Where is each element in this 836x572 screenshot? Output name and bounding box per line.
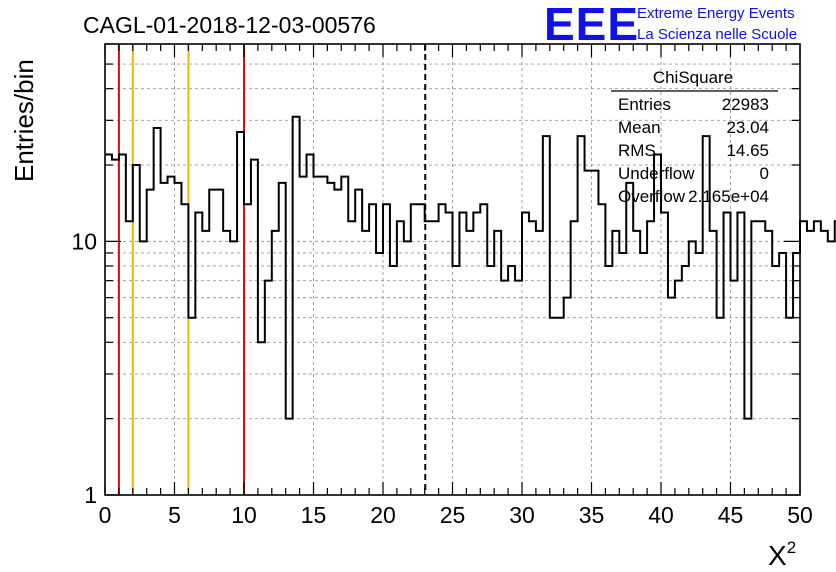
y-axis-label: Entries/bin — [9, 59, 39, 182]
stats-value-mean: 23.04 — [726, 118, 769, 137]
stats-label-mean: Mean — [618, 118, 661, 137]
stats-label-entries: Entries — [618, 95, 671, 114]
x-tick-label: 15 — [301, 502, 327, 528]
marker-lines — [117, 44, 427, 495]
stats-value-rms: 14.65 — [726, 141, 769, 160]
x-tick-label: 20 — [370, 502, 396, 528]
grid-layer — [105, 44, 800, 495]
stats-value-overflow: 2.165e+04 — [688, 187, 769, 206]
eee-logo: EEE Extreme Energy Events La Scienza nel… — [544, 0, 797, 50]
histogram — [105, 115, 836, 420]
y-tick-label: 1 — [84, 482, 97, 508]
histogram-line — [105, 115, 836, 420]
stats-label-rms: RMS — [618, 141, 656, 160]
logo-line-2: La Scienza nelle Scuole — [637, 26, 797, 43]
y-ticks: 1 10 — [71, 43, 800, 508]
stats-title: ChiSquare — [653, 68, 733, 87]
chart-title: CAGL-01-2018-12-03-00576 — [83, 12, 376, 38]
x-tick-label: 25 — [440, 502, 466, 528]
x-tick-label: 50 — [787, 502, 813, 528]
x-tick-label: 40 — [648, 502, 674, 528]
x-tick-label: 45 — [718, 502, 744, 528]
x-tick-label: 0 — [99, 502, 112, 528]
x-axis-label: X2 — [768, 538, 796, 571]
stats-value-entries: 22983 — [722, 95, 769, 114]
stats-label-overflow: Overflow — [618, 187, 686, 206]
x-tick-label: 35 — [579, 502, 605, 528]
stats-box: ChiSquare Entries 22983 Mean 23.04 RMS 1… — [611, 68, 778, 206]
x-tick-label: 10 — [231, 502, 257, 528]
logo-line-1: Extreme Energy Events — [637, 5, 795, 22]
x-ticks: 0 5 10 15 20 25 30 35 40 45 50 — [99, 44, 813, 528]
x-tick-label: 5 — [168, 502, 181, 528]
stats-value-underflow: 0 — [760, 164, 769, 183]
x-tick-label: 30 — [509, 502, 535, 528]
stats-label-underflow: Underflow — [618, 164, 695, 183]
y-tick-label: 10 — [71, 228, 97, 254]
eee-logo-mark: EEE — [544, 0, 639, 50]
